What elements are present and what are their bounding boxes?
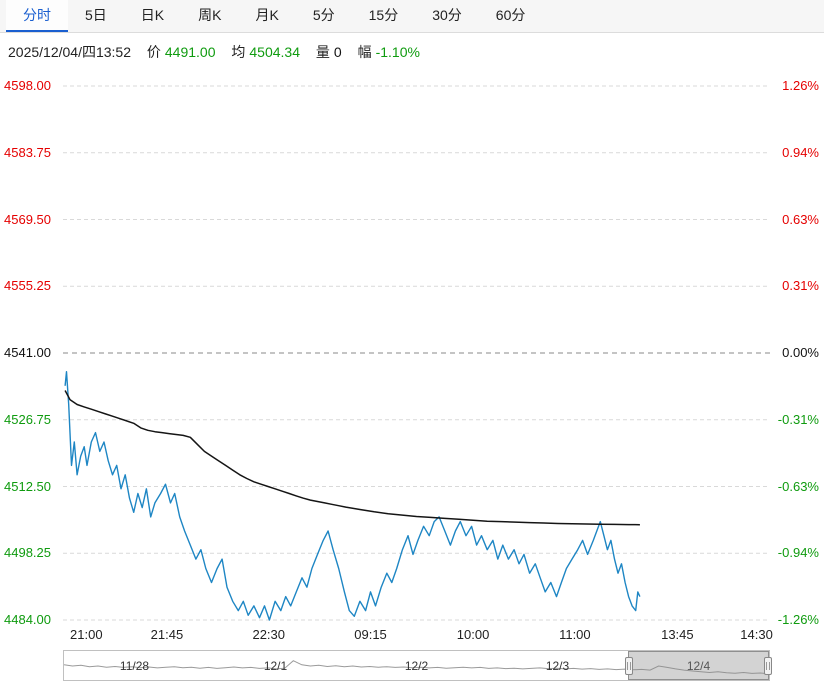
avg-value: 4504.34 bbox=[249, 44, 300, 60]
y-axis-percent-label: -0.31% bbox=[777, 411, 819, 427]
y-axis-price-label: 4569.50 bbox=[4, 211, 51, 227]
navigator-date-label: 11/28 bbox=[119, 659, 150, 673]
x-axis-time-label: 10:00 bbox=[456, 627, 490, 642]
tab-分时[interactable]: 分时 bbox=[6, 0, 68, 32]
x-axis-time-label: 22:30 bbox=[252, 627, 286, 642]
price-value: 4491.00 bbox=[164, 44, 216, 60]
tab-15分[interactable]: 15分 bbox=[368, 7, 399, 23]
navigator-mini-line-svg bbox=[64, 660, 769, 675]
average-line bbox=[64, 390, 640, 526]
x-axis-time-label: 21:00 bbox=[70, 627, 103, 642]
y-axis-percent-label: -0.94% bbox=[777, 545, 819, 561]
y-axis-percent-label: 0.31% bbox=[782, 278, 819, 294]
plot-area[interactable] bbox=[63, 85, 770, 621]
period-tabbar: 分时 5日 日K 周K 月K 5分 15分 30分 60分 bbox=[0, 0, 824, 33]
navigator-date-label: 12/3 bbox=[545, 659, 570, 673]
volume-label: 量 bbox=[315, 44, 330, 60]
y-axis-price-label: 4541.00 bbox=[4, 345, 51, 360]
tab-5日[interactable]: 5日 bbox=[85, 7, 107, 23]
change-label: 幅 bbox=[357, 44, 372, 60]
price-line bbox=[64, 371, 641, 621]
tab-5分[interactable]: 5分 bbox=[312, 7, 335, 23]
tab-日K[interactable]: 日K bbox=[140, 7, 165, 23]
change-value: -1.10% bbox=[375, 44, 420, 60]
date-navigator[interactable]: 11/28 12/1 12/2 12/3 12/4 bbox=[63, 650, 772, 681]
y-axis-price-label: 4526.75 bbox=[4, 411, 51, 427]
quote-datetime: 2025/12/04/四13:52 bbox=[8, 44, 131, 60]
tab-30分[interactable]: 30分 bbox=[432, 7, 462, 23]
y-axis-price-label: 4498.25 bbox=[4, 545, 51, 561]
y-axis-price-label: 4555.25 bbox=[4, 278, 51, 294]
x-axis-time-label: 09:15 bbox=[354, 627, 387, 642]
y-axis-percent-label: 0.63% bbox=[782, 211, 819, 227]
y-axis-percent-label: 0.94% bbox=[782, 144, 819, 160]
avg-label: 均 bbox=[231, 44, 246, 60]
x-axis-time-label: 13:45 bbox=[661, 627, 694, 642]
y-axis-percent-label: -1.26% bbox=[777, 612, 819, 627]
x-axis-time-label: 11:00 bbox=[559, 627, 591, 642]
price-label: 价 bbox=[146, 44, 161, 60]
tab-60分[interactable]: 60分 bbox=[495, 7, 526, 23]
tab-月K[interactable]: 月K bbox=[255, 7, 279, 23]
y-axis-price-label: 4484.00 bbox=[4, 612, 51, 627]
y-axis-percent-label: 0.00% bbox=[782, 345, 819, 360]
navigator-right-handle[interactable] bbox=[764, 656, 772, 675]
volume-value: 0 bbox=[333, 44, 342, 60]
x-axis-time-label: 14:30 bbox=[740, 627, 773, 642]
tab-周K[interactable]: 周K bbox=[198, 7, 222, 23]
y-axis-price-label: 4512.50 bbox=[4, 478, 51, 494]
y-axis-price-label: 4598.00 bbox=[4, 78, 51, 93]
navigator-date-label: 12/2 bbox=[404, 659, 429, 673]
navigator-line bbox=[64, 660, 769, 675]
navigator-date-label: 12/4 bbox=[686, 659, 711, 673]
y-axis-percent-label: 1.26% bbox=[782, 78, 819, 93]
x-axis-time-label: 21:45 bbox=[150, 627, 184, 642]
price-chart-svg bbox=[63, 85, 770, 621]
y-axis-percent-label: -0.63% bbox=[777, 478, 819, 494]
navigator-date-label: 12/1 bbox=[263, 659, 288, 673]
navigator-left-handle[interactable] bbox=[625, 656, 633, 675]
navigator-selection[interactable] bbox=[625, 651, 772, 680]
y-axis-price-label: 4583.75 bbox=[4, 144, 51, 160]
